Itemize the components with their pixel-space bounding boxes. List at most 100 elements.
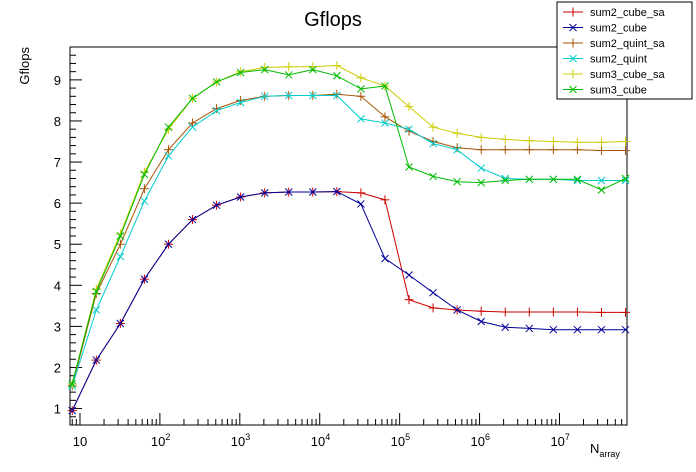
data-point [524, 145, 534, 155]
data-point [500, 134, 510, 144]
data-point [188, 123, 197, 131]
data-point [381, 254, 389, 263]
data-point [212, 78, 221, 86]
data-point [525, 324, 534, 333]
marker-stroke [549, 175, 558, 184]
x-tick-label: 103 [231, 432, 250, 449]
x-tick-label-exponent: 3 [245, 432, 250, 442]
marker-stroke [381, 82, 389, 90]
data-point [284, 188, 293, 196]
x-axis-label: Narray [590, 441, 620, 459]
marker-stroke [164, 123, 173, 131]
data-point [573, 175, 582, 184]
marker-stroke [140, 197, 149, 205]
data-point [284, 62, 294, 72]
data-point [549, 175, 558, 184]
x-tick-label-base: 10 [550, 434, 564, 449]
x-tick-label-base: 10 [391, 434, 405, 449]
marker-stroke [621, 174, 630, 183]
x-tick-label: 10 [73, 434, 87, 449]
data-point [524, 136, 534, 146]
marker-stroke [525, 324, 534, 333]
data-point [140, 170, 149, 179]
y-axis: 1 2 3 4 5 6 7 8 9 [54, 54, 82, 418]
legend-entry-sum2_quint_sa: sum2_quint_sa [563, 38, 665, 50]
data-point [92, 356, 101, 364]
x-axis-label-sub: array [599, 449, 620, 459]
data-point [429, 139, 437, 148]
data-point [621, 174, 630, 183]
legend-label: sum2_quint [590, 54, 647, 66]
data-point [356, 91, 366, 101]
data-point [621, 146, 631, 156]
marker-stroke [405, 125, 413, 134]
data-point [404, 295, 414, 305]
marker-stroke [381, 254, 389, 263]
data-point [405, 125, 413, 134]
data-point [236, 68, 245, 77]
data-point [500, 307, 510, 317]
data-point [332, 89, 342, 99]
marker-stroke [453, 145, 461, 154]
data-point [236, 98, 245, 107]
data-point [476, 306, 486, 316]
marker-stroke [453, 306, 461, 314]
data-point [597, 325, 606, 334]
y-tick-label: 9 [54, 73, 61, 88]
x-tick-label-base: 10 [73, 434, 87, 449]
data-point [333, 91, 341, 100]
x-tick-label-exponent: 7 [565, 432, 570, 442]
data-point [501, 176, 510, 185]
series-sum3_cube [68, 65, 630, 388]
x-tick-label: 106 [471, 432, 490, 449]
marker-stroke [597, 325, 606, 334]
data-point [429, 288, 437, 297]
x-tick-label-exponent: 6 [485, 432, 490, 442]
legend: sum2_cube_sa sum2_cube sum2_quint_sa sum2_q… [556, 1, 693, 100]
y-tick-label: 8 [54, 114, 61, 129]
data-point [381, 119, 389, 127]
legend-entry-sum3_cube_sa: sum3_cube_sa [563, 69, 665, 81]
legend-label: sum3_cube_sa [590, 69, 665, 81]
data-point [212, 106, 221, 115]
data-point [260, 63, 270, 73]
data-point [357, 200, 365, 208]
x-tick-label-base: 10 [151, 434, 165, 449]
data-point [476, 145, 486, 155]
marker-stroke [284, 188, 293, 196]
data-point [428, 303, 438, 313]
marker-stroke [573, 325, 582, 334]
series-line [71, 191, 626, 411]
legend-label: sum2_cube_sa [590, 7, 665, 19]
marker-stroke [284, 71, 293, 79]
data-point [404, 102, 414, 112]
marker-stroke [621, 176, 630, 185]
legend-marker [569, 85, 577, 94]
marker-stroke [453, 177, 461, 186]
data-point [573, 325, 582, 334]
data-point [621, 137, 631, 146]
y-tick-label: 6 [54, 196, 61, 211]
marker-stroke [188, 123, 197, 131]
data-point [357, 85, 365, 93]
marker-stroke [405, 163, 413, 171]
data-point [140, 275, 149, 283]
data-point [429, 172, 437, 181]
marker-stroke [236, 193, 245, 201]
series-line [71, 69, 626, 385]
data-point [405, 163, 413, 171]
marker-stroke [429, 139, 437, 148]
data-point [453, 306, 461, 314]
marker-stroke [236, 68, 245, 77]
data-point [333, 71, 341, 80]
marker-stroke [308, 188, 317, 196]
series-sum2_quint_sa [67, 89, 631, 391]
marker-stroke [429, 288, 437, 297]
legend-label: sum2_quint_sa [590, 38, 665, 50]
marker-stroke [357, 115, 365, 123]
marker-stroke [477, 317, 486, 326]
data-point [453, 145, 461, 154]
data-point [212, 104, 222, 114]
data-point [163, 145, 173, 155]
